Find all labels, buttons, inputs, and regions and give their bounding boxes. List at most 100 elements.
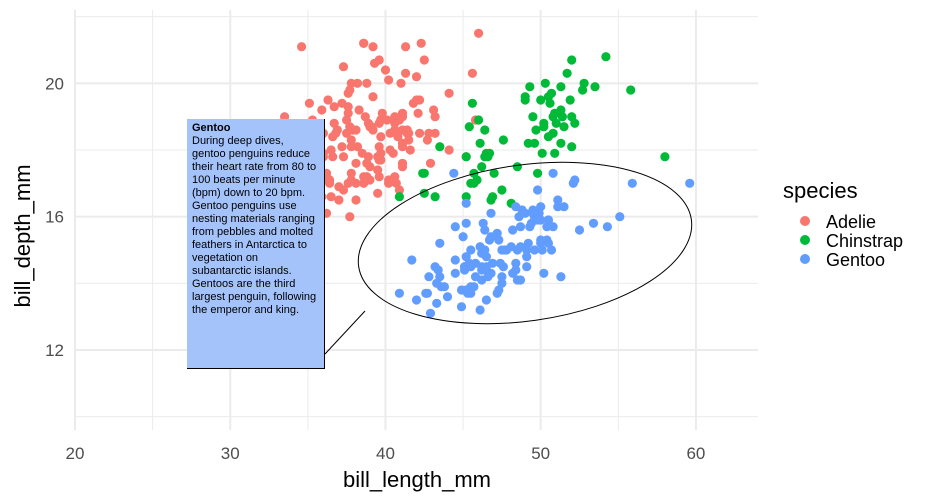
data-point bbox=[536, 95, 546, 105]
data-point bbox=[424, 272, 434, 282]
data-point bbox=[511, 258, 521, 268]
data-point bbox=[458, 232, 468, 242]
data-point bbox=[467, 98, 477, 108]
data-point bbox=[376, 115, 386, 125]
data-point bbox=[419, 168, 429, 178]
data-point bbox=[543, 238, 554, 248]
data-point bbox=[432, 298, 442, 308]
data-point bbox=[486, 268, 496, 278]
data-point bbox=[326, 192, 336, 202]
data-point bbox=[444, 145, 454, 155]
data-point bbox=[425, 308, 436, 318]
data-point bbox=[506, 242, 516, 252]
data-point bbox=[546, 88, 557, 98]
data-point bbox=[419, 188, 429, 198]
data-point bbox=[401, 68, 411, 78]
data-point bbox=[627, 178, 637, 188]
data-point bbox=[351, 178, 361, 188]
data-point bbox=[351, 158, 361, 168]
data-point bbox=[492, 288, 502, 298]
data-point bbox=[422, 288, 432, 298]
data-point bbox=[548, 112, 558, 122]
data-point bbox=[588, 218, 599, 228]
data-point bbox=[297, 42, 307, 52]
series-chinstrap bbox=[394, 52, 670, 208]
data-point bbox=[456, 302, 467, 312]
y-tick-label: 20 bbox=[45, 74, 64, 93]
data-point bbox=[477, 162, 487, 172]
data-point bbox=[529, 245, 540, 255]
data-point bbox=[517, 205, 527, 215]
data-point bbox=[430, 128, 440, 138]
legend-key-gentoo bbox=[800, 254, 810, 264]
data-point bbox=[556, 272, 566, 282]
data-point bbox=[346, 135, 356, 145]
data-point bbox=[562, 68, 572, 78]
data-point bbox=[346, 142, 356, 152]
data-point bbox=[556, 138, 566, 148]
data-point bbox=[338, 62, 349, 72]
data-point bbox=[579, 78, 589, 88]
data-point bbox=[489, 168, 499, 178]
data-point bbox=[467, 68, 477, 78]
x-tick-label: 40 bbox=[376, 444, 395, 463]
data-point bbox=[550, 148, 560, 158]
y-axis-ticks: 12 16 20 bbox=[45, 74, 64, 360]
data-point bbox=[548, 168, 558, 178]
data-point bbox=[615, 212, 625, 222]
data-point bbox=[497, 245, 507, 255]
annotation-box: Gentoo During deep dives, gentoo penguin… bbox=[187, 119, 325, 369]
y-axis-title: bill_depth_mm bbox=[10, 164, 35, 307]
data-point bbox=[556, 82, 566, 92]
data-point bbox=[419, 55, 429, 65]
data-point bbox=[477, 265, 487, 275]
data-point bbox=[498, 135, 508, 145]
data-point bbox=[626, 85, 636, 95]
series-gentoo bbox=[394, 168, 695, 318]
data-point bbox=[461, 152, 471, 162]
data-point bbox=[362, 158, 372, 168]
data-point bbox=[533, 168, 543, 178]
x-axis-ticks: 20 30 40 50 60 bbox=[66, 444, 706, 463]
data-point bbox=[486, 208, 496, 218]
data-point bbox=[396, 78, 406, 88]
data-point bbox=[474, 28, 484, 38]
data-point bbox=[432, 278, 442, 288]
data-point bbox=[433, 265, 443, 275]
data-point bbox=[601, 52, 611, 62]
data-point bbox=[407, 255, 417, 265]
annotation-ellipse bbox=[357, 161, 693, 325]
data-point bbox=[362, 78, 372, 88]
data-point bbox=[416, 38, 426, 48]
data-point bbox=[380, 65, 391, 75]
data-point bbox=[352, 78, 363, 88]
data-point bbox=[456, 285, 467, 295]
data-point bbox=[351, 195, 361, 205]
legend-label-chinstrap: Chinstrap bbox=[826, 231, 903, 251]
data-point bbox=[390, 112, 400, 122]
data-point bbox=[391, 178, 401, 188]
data-point bbox=[411, 72, 422, 82]
data-point bbox=[529, 138, 540, 148]
data-point bbox=[450, 268, 460, 278]
data-point bbox=[429, 105, 439, 115]
data-point bbox=[512, 275, 523, 285]
data-point bbox=[411, 295, 422, 305]
data-point bbox=[461, 192, 471, 202]
data-point bbox=[488, 258, 498, 268]
data-point bbox=[346, 168, 356, 178]
data-point bbox=[365, 175, 375, 185]
data-point bbox=[338, 152, 349, 162]
data-point bbox=[328, 132, 338, 142]
annotation-shapes bbox=[324, 161, 693, 355]
data-point bbox=[475, 305, 485, 315]
data-point bbox=[442, 292, 453, 302]
data-point bbox=[354, 105, 364, 115]
data-point bbox=[413, 108, 423, 118]
data-point bbox=[323, 95, 333, 105]
data-point bbox=[480, 225, 490, 235]
y-tick-label: 16 bbox=[45, 208, 64, 227]
data-point bbox=[480, 125, 490, 135]
x-tick-label: 30 bbox=[221, 444, 240, 463]
